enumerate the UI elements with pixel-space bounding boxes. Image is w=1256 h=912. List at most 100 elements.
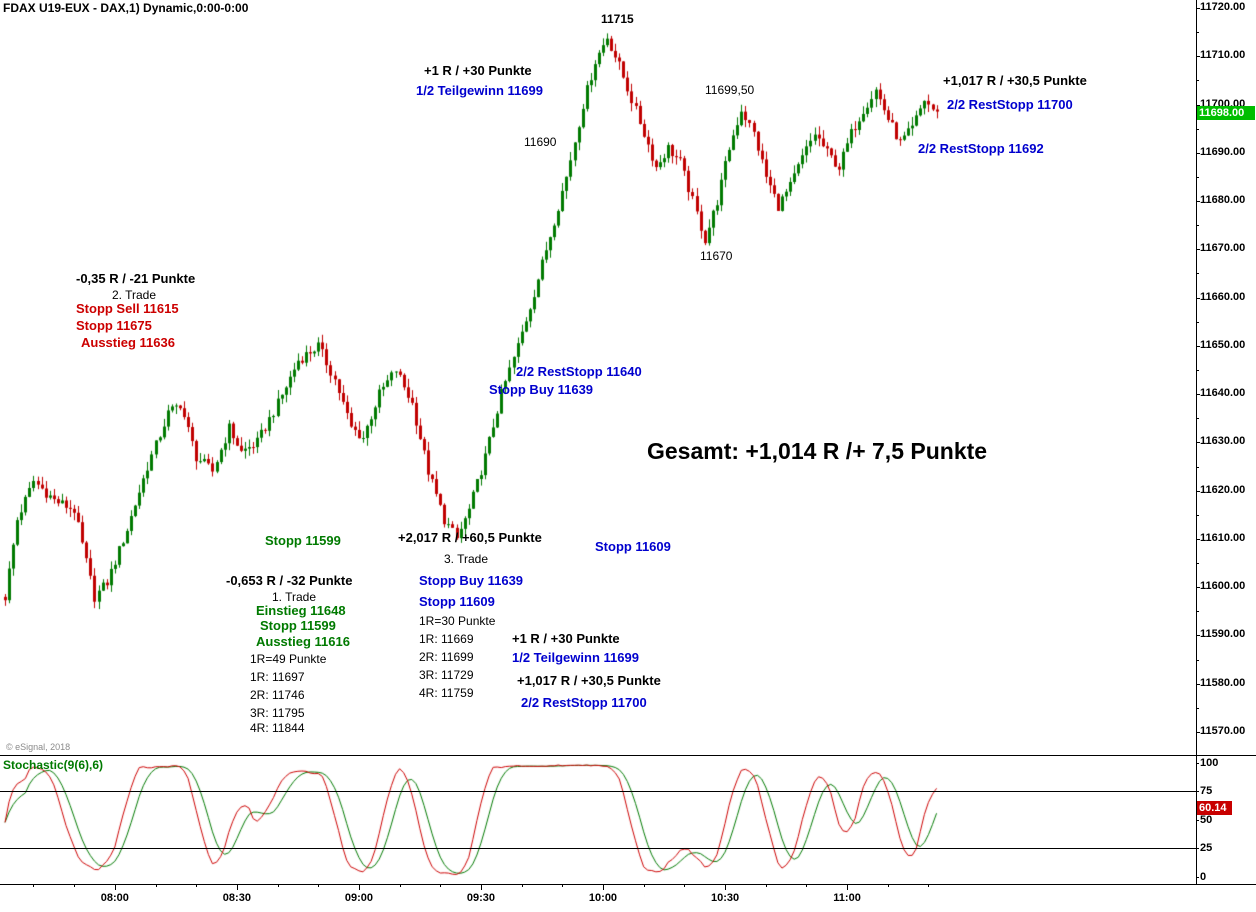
price-axis-minor-tick [1196, 515, 1199, 516]
time-axis-label: 08:30 [222, 892, 251, 904]
chart-annotation: 2/2 RestStopp 11640 [516, 364, 642, 379]
price-axis-tick [1196, 394, 1200, 395]
stoch-axis-label: 0 [1200, 870, 1207, 883]
stoch-axis-tick [1196, 848, 1199, 849]
stoch-axis-tick [1196, 820, 1199, 821]
price-axis-tick [1196, 56, 1200, 57]
chart-annotation: +1 R / +30 Punkte [512, 631, 620, 646]
price-axis-label: 11620.00 [1200, 483, 1246, 496]
price-axis-minor-tick [1196, 708, 1199, 709]
price-axis-label: 11690.00 [1200, 145, 1246, 158]
chart-annotation: 2. Trade [112, 288, 157, 302]
price-axis-minor-tick [1196, 611, 1199, 612]
stoch-axis-label: 25 [1200, 842, 1213, 854]
time-axis-tick [725, 884, 726, 890]
price-axis-label: 11630.00 [1200, 435, 1246, 448]
price-axis-tick [1196, 684, 1200, 685]
stoch-axis-label: 50 [1200, 813, 1213, 826]
chart-annotation: 1/2 Teilgewinn 11699 [416, 83, 543, 98]
chart-annotation: +1 R / +30 Punkte [424, 63, 532, 78]
chart-annotation: 2/2 RestStopp 11692 [918, 141, 1044, 156]
time-axis-minor-tick [806, 884, 807, 887]
panel-separator-line [0, 755, 1256, 756]
chart-annotation: Ausstieg 11616 [256, 634, 350, 649]
time-axis-label: 10:30 [710, 892, 740, 904]
chart-annotation: Stopp 11599 [265, 533, 341, 548]
chart-annotation: 1/2 Teilgewinn 11699 [512, 650, 639, 665]
last-price-badge: 11698.00 [1197, 106, 1255, 120]
chart-annotation: 11690 [524, 135, 557, 149]
chart-annotation: 1R: 11669 [419, 632, 474, 646]
stoch-level-75-line [0, 791, 1196, 792]
price-axis-tick [1196, 587, 1200, 588]
chart-annotation: 3R: 11729 [419, 668, 474, 682]
chart-annotation: 2/2 RestStopp 11700 [947, 97, 1073, 112]
time-axis-label: 09:30 [466, 892, 496, 904]
price-axis-label: 11670.00 [1200, 242, 1246, 255]
price-axis-minor-tick [1196, 370, 1199, 371]
price-axis-label: 11650.00 [1200, 338, 1246, 351]
time-axis-minor-tick [522, 884, 523, 887]
time-axis-minor-tick [888, 884, 889, 887]
price-axis-tick [1196, 635, 1200, 636]
chart-annotation: 3. Trade [444, 552, 489, 566]
price-axis-tick [1196, 732, 1200, 733]
stoch-value-badge: 60.14 [1197, 801, 1232, 815]
price-axis-minor-tick [1196, 418, 1199, 419]
price-axis-minor-tick [1196, 225, 1199, 226]
price-chart-canvas[interactable] [0, 0, 1196, 755]
price-axis-minor-tick [1196, 32, 1199, 33]
stoch-axis-label: 100 [1200, 756, 1219, 769]
price-axis-tick [1196, 539, 1200, 540]
time-axis-minor-tick [400, 884, 401, 887]
chart-annotation: 3R: 11795 [250, 706, 305, 720]
time-axis-minor-tick [318, 884, 319, 887]
price-axis-tick [1196, 442, 1200, 443]
chart-annotation: 1. Trade [272, 590, 317, 604]
copyright-text: © eSignal, 2018 [6, 742, 71, 752]
chart-annotation: 4R: 11844 [250, 721, 305, 735]
price-axis-tick [1196, 8, 1200, 9]
time-axis-label: 10:00 [588, 892, 618, 904]
price-axis-minor-tick [1196, 80, 1199, 81]
chart-annotation: +1,017 R / +30,5 Punkte [517, 673, 661, 688]
time-axis-minor-tick [440, 884, 441, 887]
time-axis-label: 08:00 [100, 892, 129, 904]
time-axis-label: 11:00 [833, 892, 861, 904]
price-axis-minor-tick [1196, 129, 1199, 130]
time-axis-minor-tick [684, 884, 685, 887]
price-axis-label: 11610.00 [1200, 531, 1246, 544]
stochastic-panel-canvas[interactable] [0, 757, 1196, 884]
chart-annotation: Stopp 11609 [595, 539, 671, 554]
chart-annotation: 4R: 11759 [419, 686, 474, 700]
chart-annotation: -0,653 R / -32 Punkte [226, 573, 353, 588]
time-axis-minor-tick [562, 884, 563, 887]
price-axis-label: 11590.00 [1200, 628, 1246, 641]
price-axis-tick [1196, 153, 1200, 154]
chart-annotation: +1,017 R / +30,5 Punkte [943, 73, 1087, 88]
chart-annotation: 1R=30 Punkte [419, 614, 496, 628]
chart-annotation: Stopp Buy 11639 [419, 573, 524, 588]
chart-annotation: Stopp Buy 11639 [489, 382, 594, 397]
chart-annotation: Stopp 11675 [76, 318, 152, 333]
stoch-level-25-line [0, 848, 1196, 849]
price-axis-tick [1196, 298, 1200, 299]
time-axis-minor-tick [196, 884, 197, 887]
price-axis-label: 11720.00 [1200, 1, 1246, 13]
price-axis-minor-tick [1196, 177, 1199, 178]
chart-annotation: 11715 [601, 12, 634, 26]
price-axis-label: 11570.00 [1200, 725, 1246, 737]
stoch-axis-tick [1196, 877, 1199, 878]
price-axis-label: 11660.00 [1200, 290, 1246, 303]
stoch-axis-tick [1196, 791, 1199, 792]
price-axis-minor-tick [1196, 467, 1199, 468]
chart-annotation: 1R: 11697 [250, 670, 305, 684]
time-axis-minor-tick [156, 884, 157, 887]
chart-annotation: 2R: 11746 [250, 688, 305, 702]
time-axis-tick [847, 884, 848, 890]
chart-annotation: Stopp 11599 [260, 618, 336, 633]
stochastic-label: Stochastic(9(6),6) [3, 758, 104, 772]
price-axis-label: 11640.00 [1200, 387, 1246, 400]
price-axis-minor-tick [1196, 563, 1199, 564]
time-axis-minor-tick [928, 884, 929, 887]
